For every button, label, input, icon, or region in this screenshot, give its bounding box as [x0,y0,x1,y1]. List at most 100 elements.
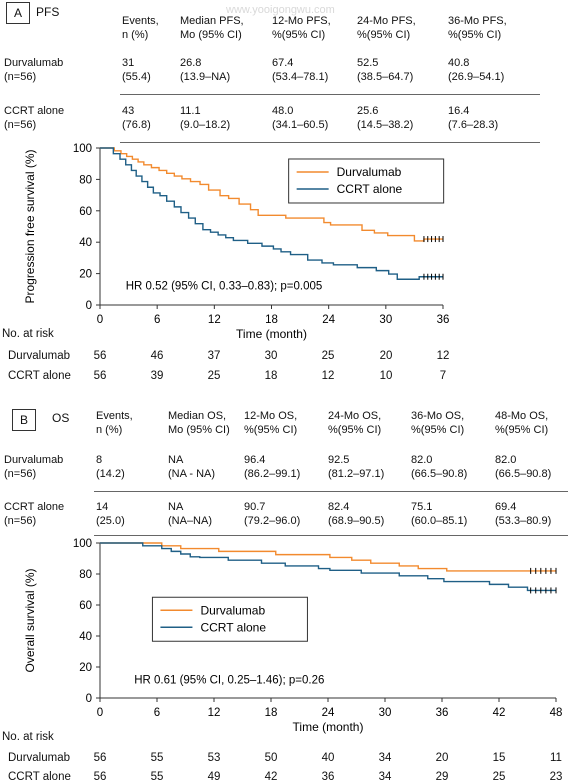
table-header-line: %(95% CI) [244,424,298,436]
table-cell-line: (53.3–80.9) [495,515,552,527]
table-header-line: %(95% CI) [357,29,411,41]
risk-value: 56 [93,752,107,764]
y-axis-label: Progression free survival (%) [23,149,37,303]
table-cell: 48.0 (34.1–60.5) [272,104,328,132]
table-cell: 40.8 (26.9–54.1) [448,56,504,84]
table-header-line: 24-Mo PFS, [357,15,416,27]
table-cell-line: (7.6–28.3) [448,119,499,131]
group-label-line: (n=56) [4,468,37,480]
risk-value: 55 [150,771,164,783]
risk-value: 56 [93,370,107,382]
table-cell-line: (68.9–90.5) [328,515,385,527]
km-chart: 0 20 40 60 80 100 0 6 12 18 24 30 36 Time (month) Prog… [23,143,450,341]
table-cell-line: 90.7 [244,501,266,513]
panel-a: A PFS Events, n (%) Median PFS, Mo (95% CI)… [0,2,578,382]
table-header-line: 36-Mo PFS, [448,15,507,27]
risk-value: 18 [264,370,278,382]
table-cell: NA (NA - NA) [168,453,215,481]
x-tick-label: 24 [322,707,335,719]
table-cell-line: (66.5–90.8) [411,468,468,480]
table-cell-line: (53.4–78.1) [272,71,329,83]
table-row-group: Durvalumab (n=56) [4,56,63,84]
panel-label: B [12,409,36,431]
table-cell-line: (55.4) [122,71,151,83]
summary-table: Events, n (%) Median PFS, Mo (95% CI) 12-Mo … [0,14,578,143]
legend-box [288,158,445,204]
table-cell-line: (NA - NA) [168,468,216,480]
risk-value: 29 [435,771,449,783]
table-header-line: %(95% CI) [328,424,382,436]
table-header-line: %(95% CI) [272,29,326,41]
risk-value: 36 [321,771,335,783]
table-header-line: Median OS, [168,410,227,422]
risk-value: 23 [549,771,563,783]
table-divider [94,491,568,492]
table-header: 36-Mo OS, %(95% CI) [411,409,464,437]
table-header-line: 12-Mo OS, [244,410,298,422]
risk-value: 34 [378,752,392,764]
table-cell-line: 16.4 [448,105,470,117]
table-cell: 11.1 (9.0–18.2) [180,104,230,132]
y-tick-label: 0 [86,300,92,312]
table-cell-line: 40.8 [448,57,470,69]
table-cell-line: 82.0 [411,454,433,466]
risk-value: 39 [150,370,164,382]
risk-value: 53 [207,752,221,764]
table-header-line: %(95% CI) [448,29,502,41]
x-tick-label: 12 [208,707,221,719]
risk-value: 11 [550,752,562,764]
table-cell-line: (66.5–90.8) [495,468,552,480]
risk-value: 46 [150,350,164,362]
legend-label: Durvalumab [200,603,265,617]
y-axis-label: Overall survival (%) [23,568,37,672]
group-label-line: (n=56) [4,515,37,527]
table-divider [94,535,568,536]
table-cell-line: (25.0) [96,515,125,527]
x-tick-label: 30 [379,707,392,719]
x-tick-label: 24 [322,314,335,326]
x-tick-label: 0 [97,314,103,326]
risk-value: 37 [207,350,221,362]
table-cell-line: 82.4 [328,501,350,513]
risk-value: 50 [264,752,278,764]
table-header: Events, n (%) [96,409,133,437]
x-axis-label: Time (month) [293,720,364,734]
table-cell: 43 (76.8) [122,104,151,132]
panel-title: PFS [36,5,60,19]
risk-value: 12 [321,370,335,382]
table-row-group: Durvalumab (n=56) [4,453,63,481]
table-cell-line: (76.8) [122,119,151,131]
risk-value: 55 [150,752,164,764]
y-tick-label: 40 [79,237,92,249]
table-cell-line: (14.2) [96,468,125,480]
table-divider [120,94,540,95]
x-tick-label: 36 [437,314,450,326]
table-cell: 31 (55.4) [122,56,151,84]
table-cell-line: 25.6 [357,105,379,117]
risk-value: 42 [264,771,278,783]
risk-value: 20 [435,752,449,764]
table-cell-line: 82.0 [495,454,517,466]
table-header: 24-Mo OS, %(95% CI) [328,409,381,437]
table-header-line: 12-Mo PFS, [272,15,331,27]
table-cell: 52.5 (38.5–64.7) [357,56,413,84]
table-divider [120,142,540,143]
table-cell-line: (86.2–99.1) [244,468,301,480]
table-cell: 90.7 (79.2–96.0) [244,500,300,528]
x-tick-label: 48 [550,707,563,719]
legend-label: Durvalumab [337,165,402,179]
risk-table: No. at risk Durvalumab 56 46 37 30 25 20 12 CCRT … [2,328,449,382]
table-header: 36-Mo PFS, %(95% CI) [448,14,507,42]
risk-value: 56 [93,350,107,362]
x-tick-label: 6 [154,314,160,326]
table-cell-line: 8 [96,454,103,466]
series-line-ccrt-alone [100,147,443,280]
table-row-group: CCRT alone (n=56) [4,104,64,132]
table-cell-line: (NA–NA) [168,515,213,527]
table-header: 24-Mo PFS, %(95% CI) [357,14,416,42]
risk-value: 25 [492,771,506,783]
table-cell-line: 31 [122,57,135,69]
km-chart: 0 20 40 60 80 100 0 6 12 18 24 30 36 42 48 Time (month)… [23,538,563,734]
y-tick-label: 100 [73,143,92,155]
group-label-line: CCRT alone [4,105,65,117]
